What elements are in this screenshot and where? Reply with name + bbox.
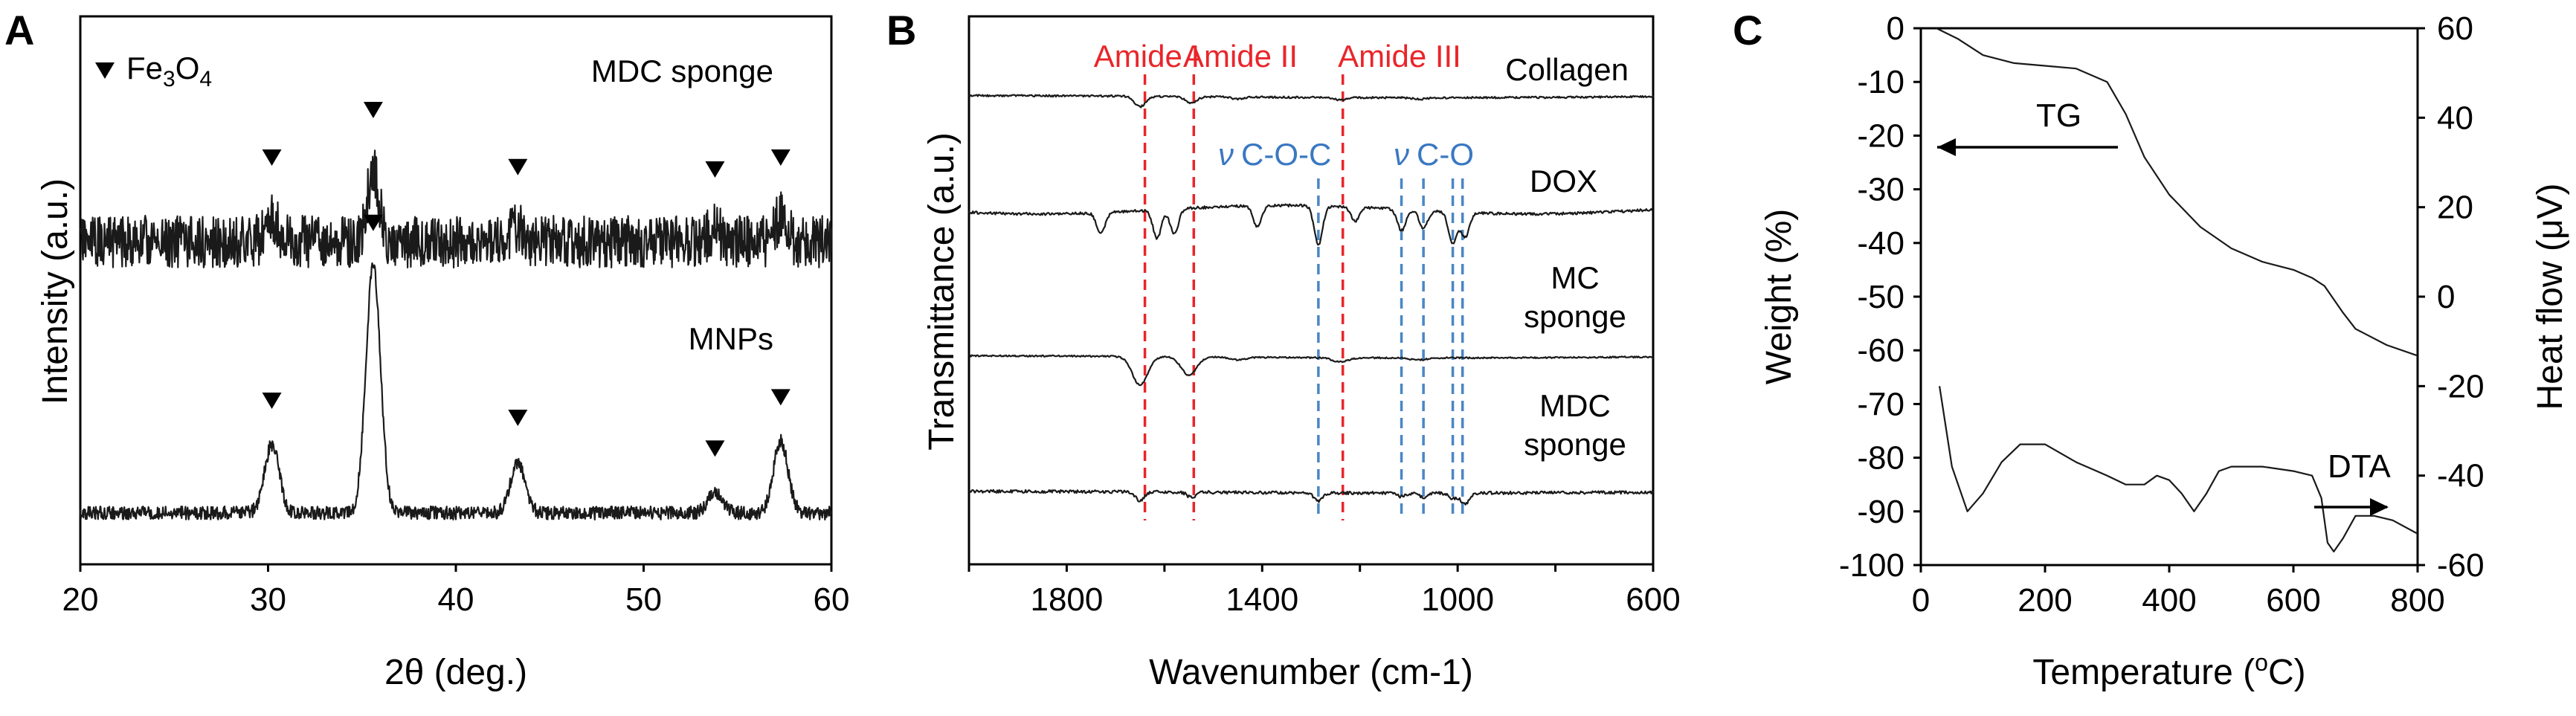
panel-a-trace-mdc-sponge [79, 149, 833, 269]
panel-c-y-left-tick-label: 0 [1887, 10, 1904, 47]
panel-c-dta-arrowhead [2370, 498, 2389, 516]
panel-c-x-tick-label: 800 [2390, 582, 2444, 619]
panel-b-series-label-collagen: Collagen [1505, 52, 1629, 87]
panel-c-y-right-tick-label: -40 [2437, 458, 2485, 494]
panel-c-y-left-tick-label: -30 [1857, 172, 1904, 208]
panel-a-peak-marker [363, 214, 383, 231]
panel-b-letter: B [886, 7, 916, 54]
panel-b-plot-frame [967, 15, 1655, 566]
panel-c-x-label: Temperature (oC) [2032, 649, 2305, 692]
panel-c-y-label-left: Weight (%) [1759, 209, 1799, 385]
panel-a-legend: Fe3O4 [95, 51, 212, 91]
panel-a-x-label: 2θ (deg.) [384, 653, 527, 692]
panel-b-label-amide-3: Amide III [1338, 39, 1461, 74]
panel-a-peak-marker [363, 102, 383, 118]
panel-c-tg-arrowhead [1937, 138, 1956, 156]
panel-c-trace-tg [1936, 28, 2418, 357]
panel-c-x-tick-label: 400 [2142, 582, 2196, 619]
panel-a-legend-text: Fe3O4 [126, 51, 212, 91]
panel-c-trace-dta [1939, 386, 2418, 552]
panel-b-trace-collagen [968, 94, 1654, 109]
panel-b-series-label-dox: DOX [1530, 164, 1597, 199]
panel-a-x-ticks: 20 30 40 50 60 [62, 564, 850, 618]
panel-c-y-left-tick-label: -80 [1857, 440, 1904, 477]
panel-b-series-label-mc-2: sponge [1524, 299, 1626, 334]
panel-b-trace-mc-sponge [968, 354, 1654, 387]
panel-c-y-left-tick-label: -50 [1857, 279, 1904, 315]
panel-b-x-tick-label: 1000 [1421, 581, 1494, 618]
panel-c-letter: C [1733, 7, 1762, 54]
panel-a-traces [79, 149, 833, 520]
panel-a: A 20 30 40 50 60 2θ (deg.) Intensity (a.u.) … [4, 7, 849, 692]
panel-b-trace-dox [968, 203, 1654, 246]
panel-b-series-label-mdc-1: MDC [1539, 388, 1611, 423]
panel-a-series-label-mnps: MNPs [689, 321, 773, 356]
panel-c-y-right-tick-label: -60 [2437, 547, 2485, 584]
panel-a-peak-markers [262, 102, 790, 457]
panel-c-y-label-right: Heat flow (μV) [2531, 183, 2570, 410]
panel-c-y-right-tick-label: 40 [2437, 100, 2473, 136]
panel-b-trace-mdc-sponge [968, 488, 1654, 506]
panel-a-legend-marker [95, 62, 115, 79]
panel-a-x-tick-label: 20 [62, 581, 99, 618]
panel-a-series-label-mdc: MDC sponge [591, 54, 773, 88]
panel-b-x-label: Wavenumber (cm-1) [1149, 653, 1473, 692]
panel-c-y-left-tick-label: -60 [1857, 332, 1904, 369]
panel-c-x-tick-label: 600 [2266, 582, 2320, 619]
panel-c-x-tick-label: 200 [2018, 582, 2072, 619]
panel-a-letter: A [4, 7, 34, 54]
panel-a-peak-marker [508, 410, 528, 426]
panel-c-x-tick-label: 0 [1912, 582, 1930, 619]
panel-c: C 0 200 400 600 8000-10-20-30-40-50-60-70-80… [1733, 7, 2570, 692]
panel-a-y-label: Intensity (a.u.) [36, 178, 75, 404]
panel-c-annotation-dta: DTA [2328, 448, 2391, 485]
panel-c-ticks: 0 200 400 600 8000-10-20-30-40-50-60-70-80-9… [1839, 10, 2485, 619]
panel-b-y-label: Transmittance (a.u.) [922, 132, 962, 451]
panel-a-trace-mnps [79, 262, 833, 520]
panel-b-series-label-mdc-2: sponge [1524, 427, 1626, 462]
panel-a-peak-marker [705, 440, 725, 457]
panel-a-x-tick-label: 50 [625, 581, 662, 618]
panel-a-peak-marker [508, 158, 528, 175]
panel-b-x-tick-label: 600 [1626, 581, 1680, 618]
panel-c-traces [1936, 28, 2418, 552]
panel-c-y-left-tick-label: -100 [1839, 547, 1904, 584]
panel-b-label-co: ν C-O [1394, 137, 1474, 172]
panel-b-band-lines [1143, 74, 1464, 520]
panel-a-peak-marker [705, 161, 725, 178]
panel-b-x-tick-label: 1800 [1030, 581, 1103, 618]
panel-a-peak-marker [770, 149, 790, 166]
panel-b-label-coc: ν C-O-C [1218, 137, 1331, 172]
panel-a-x-tick-label: 30 [250, 581, 286, 618]
panel-a-peak-marker [262, 149, 282, 166]
panel-b: B 1800 1400 1000 600 Wavenumber (cm-1) Tran… [886, 7, 1681, 692]
panel-b-x-ticks: 1800 1400 1000 600 [967, 564, 1681, 618]
panel-b-label-amide-1: Amide I [1094, 39, 1200, 74]
panel-b-x-tick-label: 1400 [1226, 581, 1298, 618]
panel-c-y-left-tick-label: -40 [1857, 225, 1904, 262]
panel-b-series-label-mc-1: MC [1551, 260, 1599, 295]
panel-c-y-left-tick-label: -90 [1857, 494, 1904, 530]
panel-c-y-right-tick-label: 60 [2437, 10, 2473, 47]
panel-a-x-tick-label: 40 [438, 581, 474, 618]
panel-c-y-left-tick-label: -10 [1857, 64, 1904, 100]
panel-c-y-left-tick-label: -70 [1857, 386, 1904, 422]
panel-b-label-amide-2: Amide II [1183, 39, 1298, 74]
panel-b-traces [968, 94, 1654, 506]
panel-a-peak-marker [770, 389, 790, 406]
panel-a-peak-marker [262, 393, 282, 409]
panel-c-y-right-tick-label: 20 [2437, 190, 2473, 226]
panel-a-x-tick-label: 60 [814, 581, 850, 618]
panel-c-y-right-tick-label: 0 [2437, 279, 2455, 315]
panel-a-plot-frame [79, 15, 833, 566]
panel-c-annotation-tg: TG [2036, 97, 2081, 134]
panel-c-y-right-tick-label: -20 [2437, 368, 2485, 404]
panel-c-y-left-tick-label: -20 [1857, 117, 1904, 154]
